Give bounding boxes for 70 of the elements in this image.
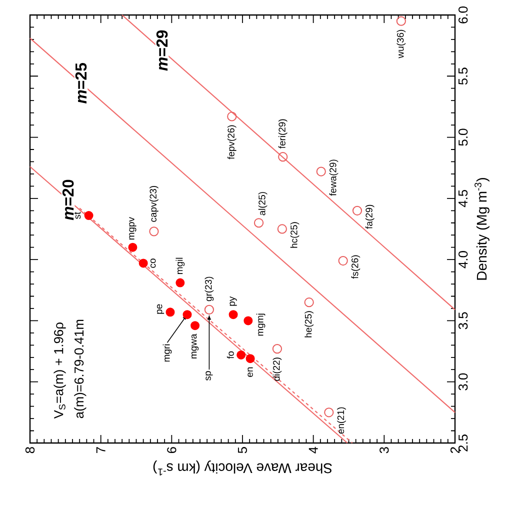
annotation: he(25) [304, 311, 314, 338]
annotation: fepv(26) [227, 125, 236, 160]
annotation: en [248, 367, 253, 377]
point [204, 304, 214, 314]
point [190, 321, 200, 330]
point [128, 242, 138, 252]
y-tick-label: 3.5 [458, 312, 468, 330]
annotation: wu(36) [396, 30, 406, 58]
y-tick-label: 2.5 [458, 434, 468, 452]
text: m=25 [75, 62, 87, 104]
point [316, 166, 326, 176]
point [304, 298, 314, 308]
y-tick-label: 3.0 [458, 373, 468, 390]
x-tick-label: 7 [96, 447, 106, 454]
annotation: mgri [162, 344, 172, 362]
annotation: py [230, 296, 237, 306]
point [227, 112, 237, 122]
annotation: en(21) [337, 407, 346, 434]
point [244, 316, 253, 326]
annotation: fs(26) [351, 255, 360, 279]
y-tick-label: 4.5 [458, 190, 468, 208]
point [176, 278, 185, 288]
point [236, 350, 246, 360]
annotation: di(22) [272, 358, 282, 381]
annotation: V$_{S}$=a(m) + 1.96ρ [54, 322, 66, 419]
point [272, 344, 282, 354]
text: m=20 [62, 180, 74, 220]
point [166, 308, 175, 317]
y-axis-title: Density (Mg m$^{-3}$) [474, 178, 490, 280]
x-axis-title: Shear Wave Velocity (km s$^{-1}$) [153, 460, 332, 476]
annotation: st [74, 212, 81, 219]
point [182, 310, 192, 320]
annotation: gr(23) [204, 276, 214, 302]
y-tick-label: 5.0 [458, 128, 468, 146]
point [277, 224, 287, 234]
annotation: fa(29) [365, 204, 374, 229]
annotation: feri(29) [278, 119, 288, 148]
point [246, 354, 255, 364]
annotation: mgmj [256, 314, 266, 336]
annotation: mgpv [129, 217, 136, 240]
annotation: a(m)=6.79-0.41m [74, 320, 86, 418]
x-tick-label: 6 [167, 447, 176, 454]
point [138, 258, 148, 268]
x-tick-label: 5 [238, 447, 248, 454]
point [278, 152, 288, 162]
x-tick-label: 8 [25, 447, 35, 454]
text: m=29 [156, 30, 168, 71]
y-tick-label: 4.0 [458, 251, 468, 268]
annotation: fo [226, 351, 234, 359]
annotation: mgil [176, 258, 185, 274]
annotation: hc(25) [290, 222, 300, 248]
annotation: al(25) [258, 192, 268, 216]
annotation: sp [206, 371, 213, 381]
point [84, 211, 94, 220]
x-tick-label: 4 [308, 446, 318, 454]
annotation: co [150, 258, 156, 268]
point [149, 226, 159, 236]
point [396, 16, 406, 26]
point [324, 408, 334, 418]
y-tick-label: 5.5 [458, 68, 468, 85]
annotation: pe [157, 304, 164, 314]
point [352, 206, 362, 216]
point [228, 310, 238, 320]
annotation: capv(23) [150, 186, 158, 222]
point [254, 218, 264, 228]
annotation: fewa(29) [329, 160, 338, 196]
x-tick-label: 3 [380, 447, 389, 454]
annotation: mgwa [192, 334, 199, 358]
point [338, 256, 348, 266]
y-tick-label: 6.0 [458, 6, 468, 24]
